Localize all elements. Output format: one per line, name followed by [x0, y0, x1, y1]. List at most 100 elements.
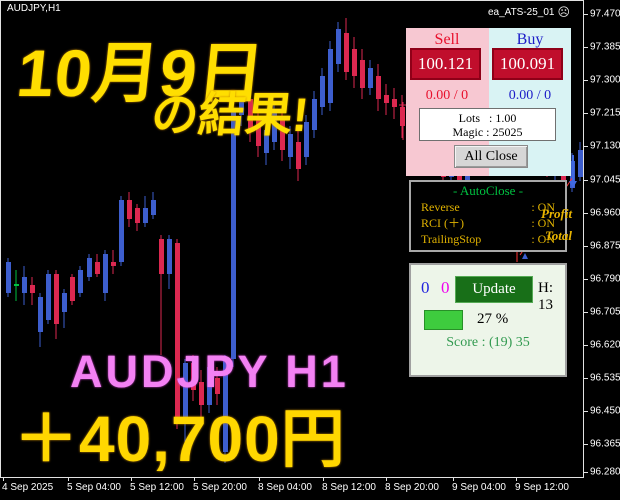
autoclose-rows: Reverse : ON RCI (＋): ON TrailingStop: ON [411, 199, 565, 247]
bull-candle-body [62, 293, 67, 312]
bull-candle-body [46, 274, 51, 320]
time-axis-label: 8 Sep 12:00 [322, 482, 376, 493]
bear-candle-body [127, 200, 132, 219]
time-axis-tick [516, 477, 517, 481]
autoclose-row-value: : ON [531, 232, 555, 246]
price-axis-tick [583, 472, 588, 473]
time-axis-label: 9 Sep 04:00 [452, 482, 506, 493]
h-count-label: H: 13 [538, 280, 553, 313]
sell-price-button[interactable]: 100.121 [410, 48, 481, 80]
price-axis-label: 97.045 [590, 174, 620, 186]
autoclose-row: Reverse : ON [411, 199, 565, 215]
overlay-symbol-text: AUDJPY H1 [70, 346, 349, 397]
bear-candle-body [191, 363, 196, 390]
price-axis-tick [583, 14, 588, 15]
lots-magic-box: Lots : 1.00 Magic : 25025 [419, 108, 556, 141]
bear-candle-body [248, 99, 253, 130]
price-axis-label: 97.130 [590, 140, 620, 152]
time-axis-label: 4 Sep 2025 [2, 482, 54, 493]
bull-candle-body [368, 68, 373, 88]
ea-status-smiley-icon[interactable]: ☹ [557, 5, 570, 19]
window-left-border [0, 0, 1, 477]
bull-candle-body [264, 130, 269, 153]
price-axis-label: 97.470 [590, 8, 620, 20]
time-axis-tick [3, 477, 4, 481]
price-axis-tick [583, 213, 588, 214]
bear-candle-body [256, 119, 261, 146]
percent-label: 27 % [477, 311, 509, 327]
bear-candle-body [70, 277, 75, 301]
autoclose-row-value: : ON [531, 216, 555, 230]
price-axis-label: 96.620 [590, 339, 620, 351]
bear-candle-body [215, 378, 220, 394]
bull-candle-body [22, 277, 27, 293]
bull-candle-body [336, 29, 341, 64]
bull-candle-body [167, 239, 172, 274]
bull-candle-body [312, 99, 317, 130]
price-arrow-head [569, 181, 577, 188]
autoclose-row: TrailingStop: ON [411, 231, 565, 247]
time-axis-tick [194, 477, 195, 481]
price-axis-label: 96.450 [590, 405, 620, 417]
bear-candle-body [95, 262, 100, 274]
price-axis-tick [583, 47, 588, 48]
price-axis-label: 96.790 [590, 273, 620, 285]
time-axis-tick [323, 477, 324, 481]
price-axis-tick [583, 444, 588, 445]
bull-candle-body [578, 150, 583, 177]
price-axis-label: 97.215 [590, 107, 620, 119]
price-axis-tick [583, 113, 588, 114]
autoclose-panel: - AutoClose - Reverse: ON RCI (＋): ON Trai… [409, 180, 567, 252]
time-axis-label: 5 Sep 20:00 [193, 482, 247, 493]
time-axis-label: 8 Sep 20:00 [385, 482, 439, 493]
autoclose-row-value: : ON [531, 200, 555, 214]
bull-candle-body [103, 254, 108, 293]
buy-header-label: Buy [516, 31, 544, 48]
price-axis-tick [583, 146, 588, 147]
bull-candle-body [6, 262, 11, 293]
all-close-button[interactable]: All Close [454, 145, 528, 168]
price-axis-tick [583, 246, 588, 247]
time-axis-label: 9 Sep 12:00 [515, 482, 569, 493]
time-axis-tick [68, 477, 69, 481]
update-button[interactable]: Update [455, 276, 533, 303]
price-axis-tick [583, 80, 588, 81]
autoclose-row-label: Reverse [421, 200, 460, 214]
time-axis-label: 5 Sep 04:00 [67, 482, 121, 493]
price-axis-label: 96.875 [590, 240, 620, 252]
price-axis-tick [583, 312, 588, 313]
time-axis-tick [386, 477, 387, 481]
bear-candle-body [280, 119, 285, 150]
ea-name-label: ea_ATS-25_01 ☹ [488, 6, 570, 18]
bull-candle-body [328, 49, 333, 103]
progress-bar [424, 310, 463, 330]
bull-candle-body [272, 111, 277, 142]
bull-candle-body [239, 95, 244, 115]
bull-candle-body [320, 76, 325, 107]
price-axis-tick [583, 378, 588, 379]
time-axis-label: 8 Sep 04:00 [258, 482, 312, 493]
symbol-period-label: AUDJPY,H1 [7, 3, 61, 14]
bull-candle-body [38, 297, 43, 332]
time-axis-label: 5 Sep 12:00 [130, 482, 184, 493]
bull-candle-body [183, 363, 188, 421]
bear-candle-body [392, 99, 397, 107]
overlay-profit-text: ＋40,700円 [14, 403, 346, 475]
score-label: Score : (19) 35 [446, 335, 530, 350]
bull-candle-body [78, 270, 83, 293]
bear-candle-body [296, 142, 301, 169]
price-axis-tick [583, 411, 588, 412]
bear-candle-body [135, 208, 140, 223]
bear-candle-body [352, 49, 357, 76]
autoclose-row: RCI (＋): ON [411, 215, 565, 231]
total-label: Total [545, 228, 572, 243]
bear-candle-body [159, 239, 164, 274]
buy-price-button[interactable]: 100.091 [492, 48, 563, 80]
bull-candle-body [304, 122, 309, 157]
price-axis-tick [583, 345, 588, 346]
lots-label: Lots : 1.00 [458, 110, 517, 125]
profit-label: Profit [541, 206, 573, 221]
price-axis-label: 96.535 [590, 372, 620, 384]
bear-candle-body [360, 60, 365, 88]
overlay-result-text: の結果! [148, 88, 312, 141]
